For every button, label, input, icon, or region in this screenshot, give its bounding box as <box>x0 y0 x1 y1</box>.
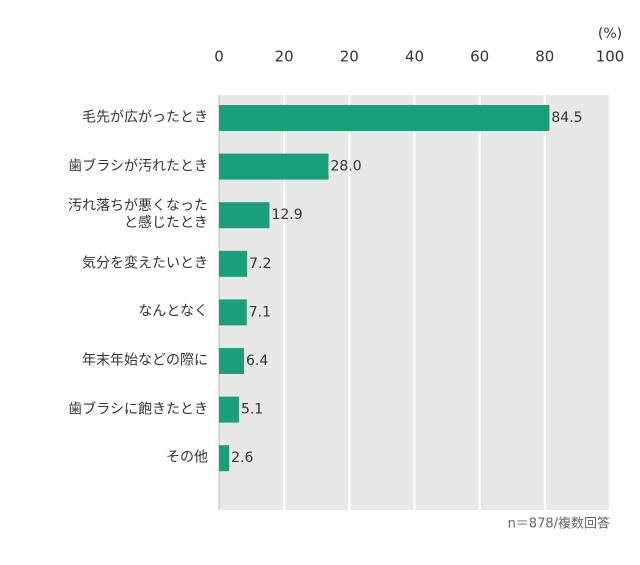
x-tick-label: 20 <box>340 48 359 66</box>
value-label: 7.2 <box>249 256 271 272</box>
category-label: 歯ブラシに飽きたとき <box>68 401 208 418</box>
value-label: 5.1 <box>241 402 263 418</box>
value-label: 12.9 <box>271 207 302 223</box>
x-tick-label: 40 <box>405 48 424 66</box>
x-tick-label: 100 <box>596 48 625 66</box>
bar <box>219 396 239 423</box>
category-label: なんとなく <box>138 303 208 320</box>
value-label: 2.6 <box>231 450 253 466</box>
x-tick-label: 20 <box>275 48 294 66</box>
bar <box>219 299 247 326</box>
bar <box>219 348 245 374</box>
x-tick-label: 0 <box>214 48 224 66</box>
bar <box>219 105 550 131</box>
category-label: 歯ブラシが汚れたとき <box>68 158 208 175</box>
x-tick-label: 80 <box>535 48 554 66</box>
category-label: 毛先が広がったとき <box>82 109 208 126</box>
note: n＝878/複数回答 <box>508 516 610 532</box>
bar <box>219 153 329 180</box>
value-label: 28.0 <box>330 159 361 175</box>
category-label: 汚れ落ちが悪くなった と感じたとき <box>68 198 208 232</box>
unit-label: (%) <box>598 26 622 42</box>
bar <box>219 250 248 277</box>
value-label: 7.1 <box>249 304 271 320</box>
category-label: 年末年始などの際に <box>82 352 208 369</box>
category-label: その他 <box>166 449 208 466</box>
bar <box>219 445 230 472</box>
value-label: 84.5 <box>551 110 582 126</box>
x-tick-label: 60 <box>470 48 489 66</box>
value-label: 6.4 <box>246 353 268 369</box>
category-label: 気分を変えたいとき <box>82 255 208 272</box>
bar <box>219 202 270 229</box>
